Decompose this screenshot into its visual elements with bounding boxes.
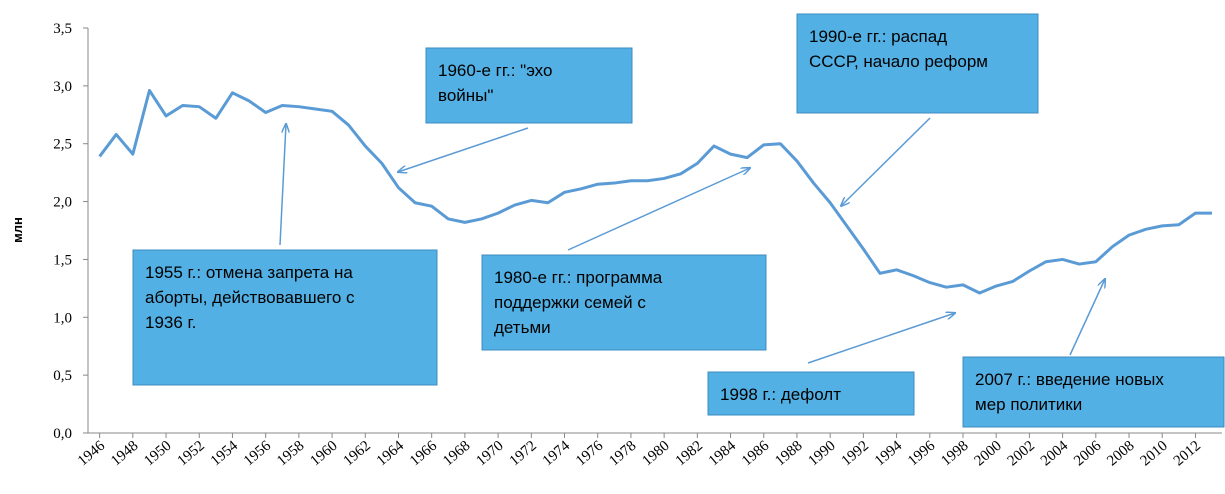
x-tick-label: 1974 <box>540 437 574 469</box>
x-tick-label: 1950 <box>141 438 174 470</box>
y-tick-label: 2,0 <box>53 195 72 211</box>
annotation-box <box>962 356 1225 428</box>
x-tick-label: 1996 <box>905 437 939 469</box>
x-tick-label: 1976 <box>573 437 607 469</box>
annotation-arrow <box>841 117 931 206</box>
annotation-text: 1980-е гг.: программа <box>494 268 663 287</box>
x-tick-label: 1960 <box>307 438 340 470</box>
x-tick-label: 1958 <box>274 438 307 470</box>
annotation-box <box>425 47 633 124</box>
y-tick-label: 1,0 <box>53 310 72 326</box>
annotation-text: 1990-е гг.: распад <box>809 27 947 46</box>
annotation-text: мер политики <box>975 395 1082 414</box>
x-tick-label: 1992 <box>839 438 872 470</box>
annotation-text: 1998 г.: дефолт <box>720 385 841 404</box>
y-tick-label: 3,0 <box>53 79 72 95</box>
annotation-text: 2007 г.: введение новых <box>975 370 1164 389</box>
x-tick-label: 1986 <box>739 437 773 469</box>
annotation-text: СССР, начало реформ <box>809 52 988 71</box>
x-tick-label: 1972 <box>507 438 540 470</box>
x-tick-label: 1948 <box>108 438 141 470</box>
annotation-box <box>132 249 438 386</box>
x-tick-label: 1980 <box>639 438 672 470</box>
x-tick-label: 2012 <box>1171 438 1204 470</box>
x-tick-label: 1946 <box>75 437 109 469</box>
x-tick-label: 1982 <box>673 438 706 470</box>
annotation-box <box>796 13 1039 114</box>
annotation-box <box>481 254 767 351</box>
x-tick-label: 1994 <box>872 437 906 469</box>
x-tick-label: 1984 <box>706 437 740 469</box>
data-line <box>98 88 1213 295</box>
annotation-arrow <box>807 313 955 364</box>
y-tick-label: 0,0 <box>53 426 72 442</box>
x-tick-label: 1978 <box>606 438 639 470</box>
annotation-box <box>707 371 915 416</box>
x-tick-label: 1954 <box>208 437 242 469</box>
annotation-text: 1936 г. <box>145 313 196 332</box>
x-tick-label: 1990 <box>805 438 838 470</box>
y-tick-label: 1,5 <box>53 252 72 268</box>
annotation-text: аборты, действовавшего с <box>145 288 355 307</box>
y-tick-label: 2,5 <box>53 137 72 153</box>
x-tick-label: 2006 <box>1071 437 1105 469</box>
x-tick-label: 1964 <box>374 437 408 469</box>
annotation-text: поддержки семей с <box>494 293 646 312</box>
y-axis-label: млн <box>10 217 25 243</box>
y-tick-label: 3,5 <box>53 21 72 37</box>
x-tick-label: 2004 <box>1038 437 1072 469</box>
annotation-text: 1960-е гг.: "эхо <box>438 61 552 80</box>
x-tick-label: 1988 <box>772 438 805 470</box>
x-tick-label: 1962 <box>341 438 374 470</box>
x-tick-label: 2010 <box>1138 438 1171 470</box>
annotation-text: 1955 г.: отмена запрета на <box>145 263 353 282</box>
x-tick-label: 1970 <box>473 438 506 470</box>
x-tick-label: 1966 <box>407 437 441 469</box>
annotation-arrow <box>567 168 750 251</box>
annotation-arrow <box>279 124 286 246</box>
annotation-text: детьми <box>494 318 551 337</box>
x-tick-label: 2000 <box>972 438 1005 470</box>
annotation-arrow <box>1069 279 1105 356</box>
x-tick-label: 2008 <box>1104 438 1137 470</box>
x-tick-label: 1956 <box>241 437 275 469</box>
y-tick-label: 0,5 <box>53 368 72 384</box>
x-tick-label: 2002 <box>1005 438 1038 470</box>
x-tick-label: 1952 <box>175 438 208 470</box>
annotation-arrow <box>398 127 529 172</box>
x-tick-label: 1968 <box>440 438 473 470</box>
annotation-text: войны" <box>438 86 493 105</box>
x-tick-label: 1998 <box>938 438 971 470</box>
